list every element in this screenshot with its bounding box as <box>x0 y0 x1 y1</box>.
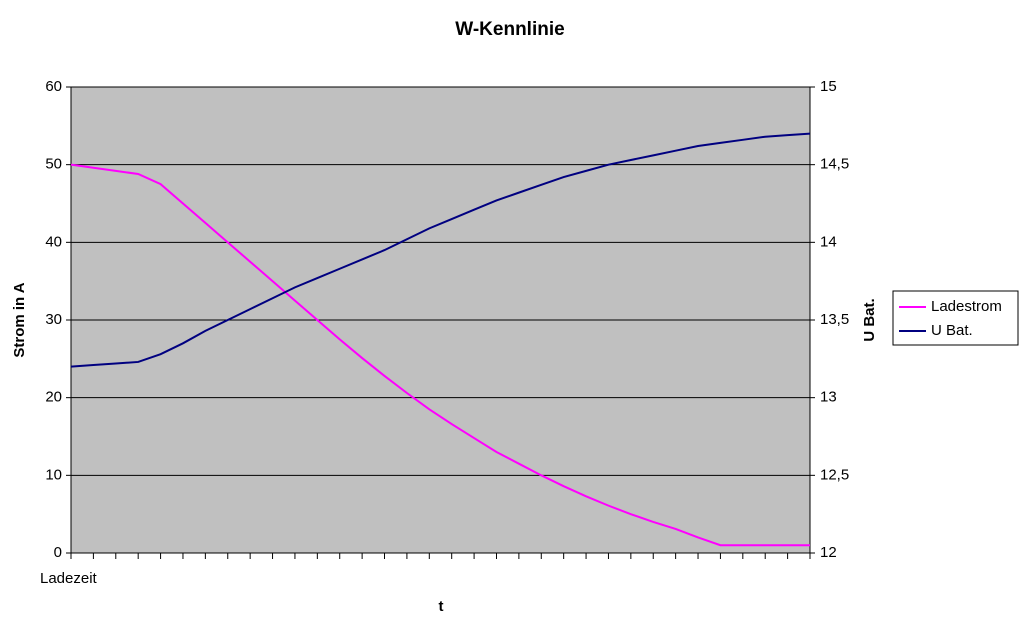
y2-axis-label: U Bat. <box>861 298 878 341</box>
y2-tick-label: 13,5 <box>820 311 849 328</box>
legend-label: Ladestrom <box>931 298 1002 315</box>
legend-label: U Bat. <box>931 322 973 339</box>
legend-box <box>892 290 1019 346</box>
chart-title: W-Kennlinie <box>455 19 564 40</box>
series-line <box>70 163 810 547</box>
y-tick-label: 0 <box>54 544 62 561</box>
x-tick-label: Ladezeit <box>40 570 98 587</box>
y-axis-label: Strom in A <box>11 282 28 357</box>
y2-tick-label: 14 <box>820 233 837 250</box>
y-tick-label: 40 <box>45 233 62 250</box>
y-tick-label: 30 <box>45 311 62 328</box>
y2-tick-label: 13 <box>820 389 837 406</box>
y-tick-label: 20 <box>45 389 62 406</box>
series-line <box>70 132 811 368</box>
y-tick-label: 50 <box>45 156 62 173</box>
y-tick-label: 60 <box>45 78 62 95</box>
y2-tick-label: 15 <box>820 78 837 95</box>
y2-tick-label: 12,5 <box>820 466 849 483</box>
x-axis-label: t <box>439 598 444 615</box>
y2-tick-label: 14,5 <box>820 156 849 173</box>
y2-tick-label: 12 <box>820 544 837 561</box>
y-tick-label: 10 <box>45 466 62 483</box>
